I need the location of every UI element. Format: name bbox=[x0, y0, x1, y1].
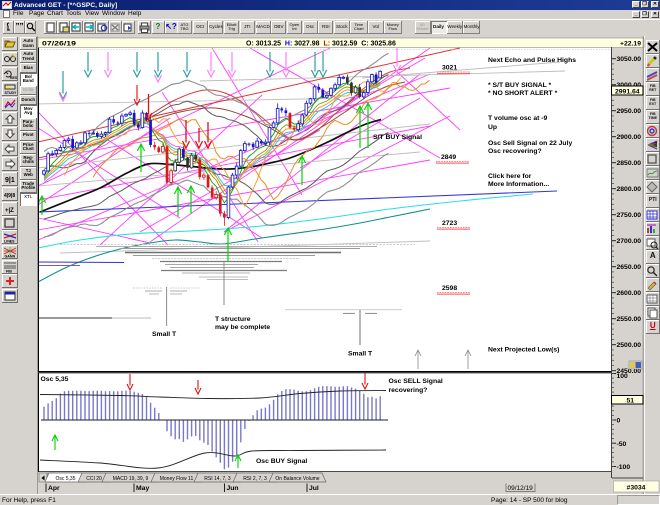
svg-text:0: 0 bbox=[617, 418, 621, 425]
svg-text:+|Z: +|Z bbox=[5, 208, 14, 214]
svg-text:Small T: Small T bbox=[152, 331, 177, 338]
svg-text:On Balance Volume: On Balance Volume bbox=[275, 476, 319, 482]
svg-text:2500.00: 2500.00 bbox=[617, 342, 642, 349]
svg-text:GANN: GANN bbox=[4, 255, 15, 259]
svg-text:STUDY: STUDY bbox=[4, 91, 17, 95]
svg-text:2700.00: 2700.00 bbox=[617, 238, 642, 245]
svg-text:RSI 14, 7, 3: RSI 14, 7, 3 bbox=[204, 476, 231, 482]
svg-text:Small T: Small T bbox=[348, 351, 373, 358]
svg-text:2991.64: 2991.64 bbox=[615, 89, 640, 96]
svg-text:2800.00: 2800.00 bbox=[617, 186, 642, 193]
svg-text:may be complete: may be complete bbox=[215, 324, 270, 331]
svg-text:Money Flow 11: Money Flow 11 bbox=[160, 476, 194, 482]
svg-text:100: 100 bbox=[617, 373, 629, 380]
svg-text:51: 51 bbox=[626, 398, 634, 405]
svg-text:Osc recovering?: Osc recovering? bbox=[488, 148, 542, 155]
svg-text:#3034: #3034 bbox=[627, 485, 646, 492]
svg-text:Osc SELL Signal: Osc SELL Signal bbox=[389, 378, 443, 385]
svg-text:07/26/19: 07/26/19 bbox=[42, 41, 76, 48]
svg-text:-50: -50 bbox=[617, 441, 627, 448]
svg-text:09/12/19: 09/12/19 bbox=[508, 485, 534, 492]
svg-text:Osc Sell Signal on 22 July: Osc Sell Signal on 22 July bbox=[488, 140, 572, 147]
svg-text:2723: 2723 bbox=[442, 220, 457, 227]
svg-text:RESET: RESET bbox=[10, 76, 17, 80]
svg-text:2900.00: 2900.00 bbox=[617, 134, 642, 141]
svg-text:Osc BUY Signal: Osc BUY Signal bbox=[256, 458, 307, 465]
svg-text:T structure: T structure bbox=[215, 316, 251, 323]
svg-text:2850.00: 2850.00 bbox=[617, 160, 642, 167]
svg-text:CCI 20: CCI 20 bbox=[86, 476, 102, 482]
svg-text:2950.00: 2950.00 bbox=[617, 108, 642, 115]
svg-text:2550.00: 2550.00 bbox=[617, 316, 642, 323]
svg-text:O: 3013.25 H: 3027.98 L: 301: O: 3013.25 H: 3027.98 L: 3012.59 C: 3025… bbox=[246, 41, 396, 48]
svg-text:May: May bbox=[136, 485, 149, 492]
svg-text:S/T BUY Signal: S/T BUY Signal bbox=[373, 134, 422, 141]
svg-text:2750.00: 2750.00 bbox=[617, 212, 642, 219]
svg-text:LINES: LINES bbox=[4, 240, 15, 244]
svg-text:9|1: 9|1 bbox=[5, 177, 15, 184]
svg-text:Jun: Jun bbox=[227, 485, 239, 492]
svg-text:Osc 5,35: Osc 5,35 bbox=[41, 376, 69, 383]
svg-text:* S/T BUY SIGNAL *: * S/T BUY SIGNAL * bbox=[488, 82, 552, 89]
svg-text:3050.00: 3050.00 bbox=[617, 56, 642, 63]
svg-text:More Information...: More Information... bbox=[488, 181, 549, 188]
svg-text:Next Projected Low(s): Next Projected Low(s) bbox=[488, 347, 559, 354]
svg-text:Jul: Jul bbox=[309, 485, 319, 492]
svg-text:FIB: FIB bbox=[6, 270, 12, 274]
svg-text:+22.19: +22.19 bbox=[620, 41, 641, 48]
svg-text:2849: 2849 bbox=[441, 154, 456, 161]
svg-text:2650.00: 2650.00 bbox=[617, 264, 642, 271]
svg-text:Apr: Apr bbox=[48, 485, 60, 492]
svg-text:2600.00: 2600.00 bbox=[617, 290, 642, 297]
svg-text:Up: Up bbox=[488, 124, 497, 131]
svg-text:2450.00: 2450.00 bbox=[617, 368, 642, 375]
svg-text:2598: 2598 bbox=[442, 285, 457, 292]
svg-text:recovering?: recovering? bbox=[389, 387, 428, 394]
svg-text:Next Echo and Pulse Highs: Next Echo and Pulse Highs bbox=[488, 57, 576, 64]
svg-text:3021: 3021 bbox=[442, 65, 457, 72]
svg-text:T volume osc at -9: T volume osc at -9 bbox=[488, 115, 548, 122]
svg-text:Osc 5,35: Osc 5,35 bbox=[55, 476, 75, 482]
svg-text:Click here for: Click here for bbox=[488, 173, 532, 180]
svg-text:MACD 19, 39, 9: MACD 19, 39, 9 bbox=[113, 476, 149, 482]
svg-text:4|9|8: 4|9|8 bbox=[4, 193, 15, 199]
svg-text:-100: -100 bbox=[617, 464, 631, 471]
svg-text:RSI 2, 7, 3: RSI 2, 7, 3 bbox=[243, 476, 267, 482]
svg-text:* NO SHORT ALERT *: * NO SHORT ALERT * bbox=[488, 90, 558, 97]
